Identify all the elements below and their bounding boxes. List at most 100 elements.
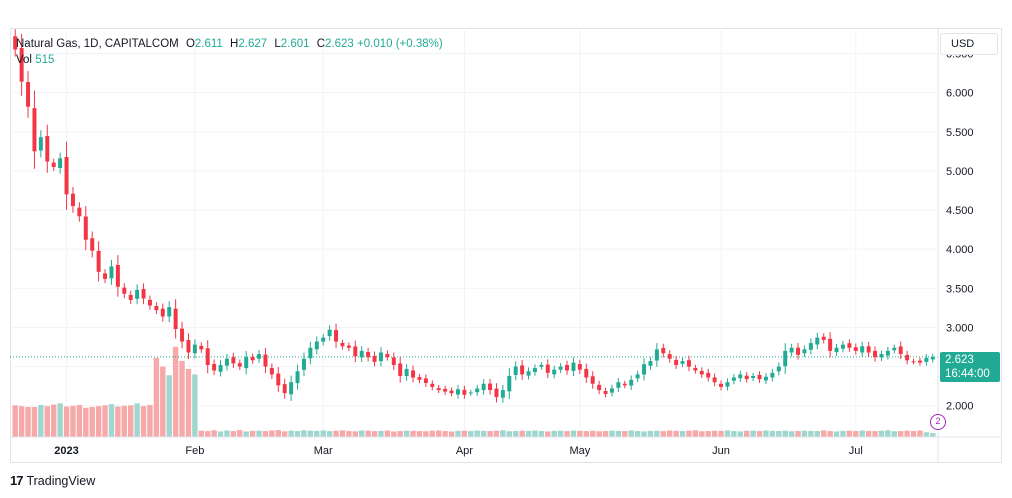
- candle-body: [167, 307, 172, 317]
- candle-body: [751, 375, 756, 379]
- volume-bar: [506, 431, 512, 437]
- candle-body: [199, 345, 204, 350]
- candle-body: [513, 366, 518, 375]
- volume-bar: [769, 430, 776, 437]
- price-tick-label: 6.000: [946, 88, 974, 100]
- volume-bar: [647, 430, 654, 437]
- candle-body: [873, 350, 878, 358]
- candle-body: [128, 294, 133, 301]
- volume-bar: [763, 430, 769, 437]
- volume-bar: [513, 431, 519, 437]
- legend-ohlc-row: Natural Gas, 1D, CAPITALCOM O2.611 H2.62…: [16, 36, 443, 52]
- volume-bar: [782, 430, 788, 437]
- candle-body: [680, 361, 685, 364]
- volume-bar: [609, 430, 615, 437]
- volume-bar: [853, 431, 859, 437]
- candle-body: [802, 349, 807, 354]
- volume-bar: [480, 430, 487, 437]
- volume-bar: [622, 431, 628, 437]
- candle-body: [475, 388, 480, 393]
- time-tick-label: Apr: [456, 445, 473, 457]
- volume-bar: [275, 430, 281, 437]
- volume-bar: [185, 368, 192, 437]
- volume-bar: [872, 431, 878, 437]
- volume-bar: [679, 431, 686, 437]
- candle-body: [693, 367, 698, 371]
- volume-bar: [590, 430, 596, 437]
- event-marker-icon[interactable]: 2: [930, 414, 946, 430]
- candle-body: [430, 383, 435, 387]
- volume-bar: [737, 431, 743, 437]
- candle-body: [115, 264, 120, 287]
- candle-body: [917, 360, 922, 363]
- candle-body: [90, 238, 95, 251]
- candle-body: [340, 343, 345, 347]
- volume-bar: [160, 366, 166, 437]
- volume-bar: [660, 431, 666, 437]
- volume-bar: [25, 406, 31, 437]
- candle-body: [301, 358, 306, 370]
- close-value: 2.623: [325, 38, 354, 50]
- volume-bar: [487, 431, 493, 437]
- candle-body: [64, 157, 69, 195]
- volume-bar: [153, 357, 160, 437]
- candle-body: [109, 266, 114, 279]
- time-tick-label: Jul: [849, 445, 863, 457]
- volume-bar: [18, 406, 25, 437]
- time-tick-label: Jun: [712, 445, 730, 457]
- candle-body: [590, 376, 595, 384]
- volume-bar: [269, 430, 275, 437]
- currency-button[interactable]: USD: [940, 33, 998, 55]
- candle-body: [58, 158, 63, 168]
- candle-body: [103, 273, 108, 279]
- volume-bar: [545, 431, 551, 437]
- candle-body: [834, 347, 839, 353]
- volume-bar: [788, 431, 795, 437]
- candle-body: [532, 368, 537, 373]
- symbol-title[interactable]: Natural Gas, 1D, CAPITALCOM: [16, 38, 179, 50]
- volume-bar: [83, 407, 89, 437]
- time-tick-label: Feb: [185, 445, 204, 457]
- candle-body: [828, 338, 833, 351]
- candle-body: [372, 355, 377, 362]
- candle-body: [776, 366, 781, 372]
- volume-bar: [416, 431, 423, 437]
- volume-value: 515: [35, 54, 55, 66]
- candle-body: [526, 371, 531, 376]
- volume-bar: [776, 431, 782, 437]
- candle-body: [622, 383, 627, 386]
- volume-bar: [121, 405, 127, 437]
- candle-body: [488, 383, 493, 391]
- high-label: H: [230, 38, 239, 50]
- volume-bar: [249, 430, 256, 437]
- volume-bar: [57, 403, 63, 437]
- candle-body: [327, 329, 332, 337]
- volume-bar: [615, 430, 622, 437]
- volume-label[interactable]: Vol: [16, 54, 32, 66]
- candle-body: [481, 383, 486, 391]
- volume-bar: [237, 430, 243, 437]
- volume-bar: [140, 406, 147, 437]
- candle-body: [885, 350, 890, 356]
- candle-body: [135, 289, 140, 299]
- candle-body: [411, 370, 416, 378]
- candle-body: [674, 359, 679, 365]
- volume-bar: [76, 404, 83, 437]
- volume-bar: [147, 404, 153, 437]
- volume-bar: [564, 431, 570, 437]
- candle-body: [224, 358, 229, 366]
- tradingview-logo[interactable]: 17 TradingView: [10, 473, 95, 488]
- volume-bar: [468, 431, 474, 437]
- volume-bar: [570, 430, 577, 437]
- last-price-value: 2.623: [945, 354, 974, 366]
- candle-body: [763, 376, 768, 381]
- candle-body: [603, 391, 608, 394]
- volume-bar: [846, 430, 853, 437]
- volume-bar: [891, 431, 897, 437]
- volume-bar: [827, 431, 833, 437]
- candle-body: [51, 162, 56, 167]
- volume-bar: [397, 431, 403, 437]
- time-axis[interactable]: 2023 Feb Mar Apr May Jun Jul: [54, 445, 863, 457]
- candle-body: [212, 363, 217, 371]
